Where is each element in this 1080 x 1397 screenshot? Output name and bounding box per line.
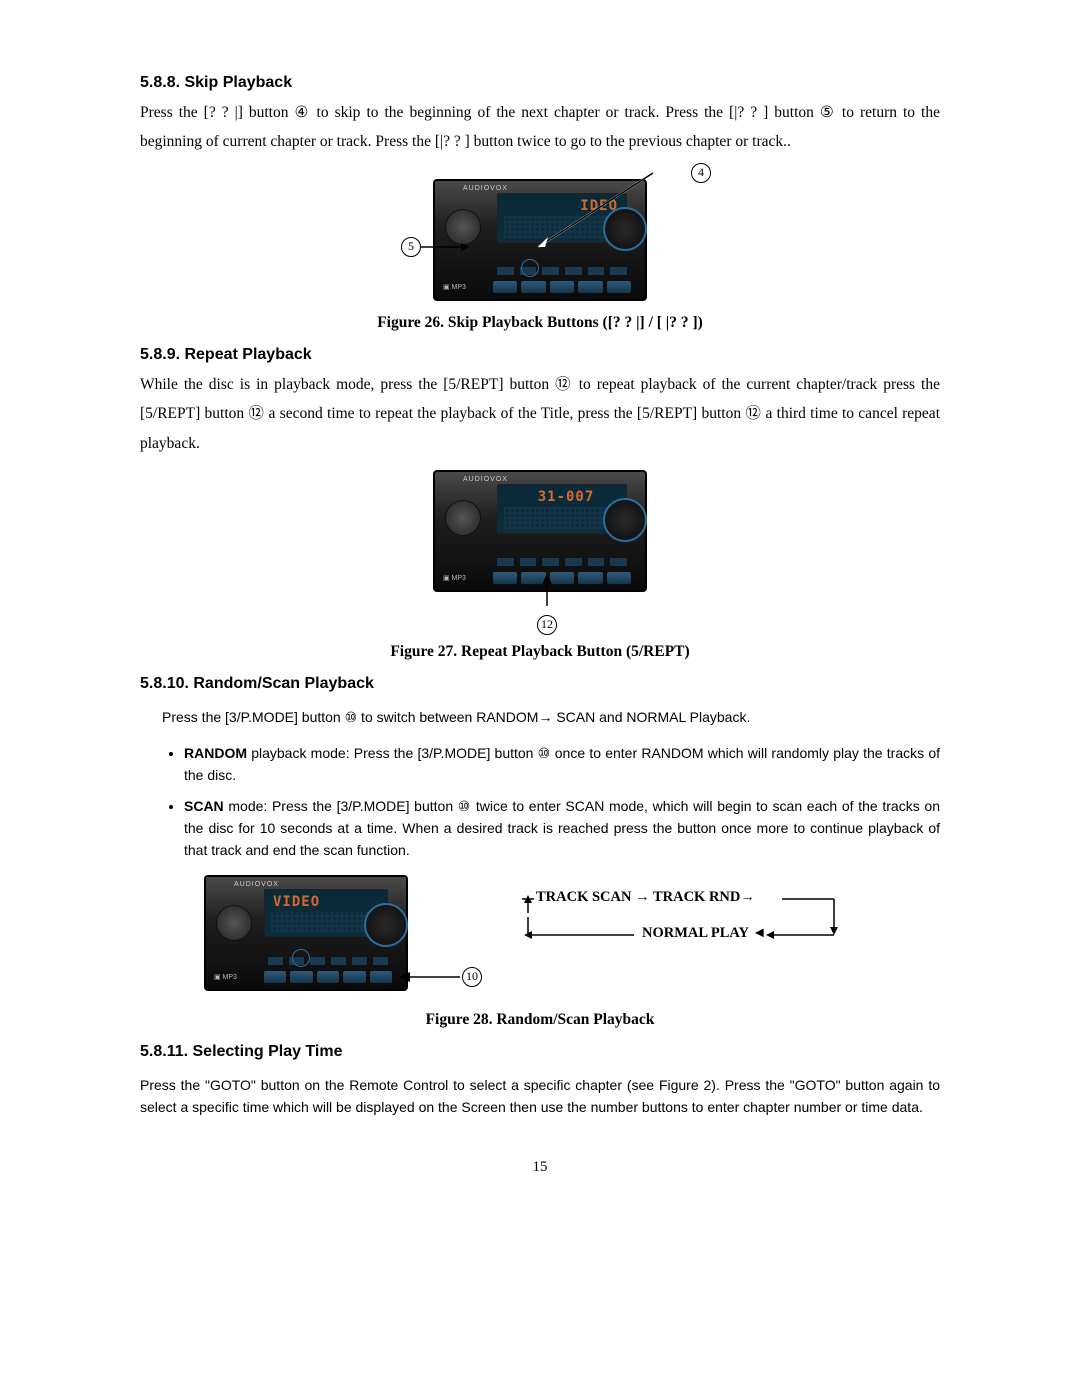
skip-annotation — [373, 165, 707, 306]
heading-random: 5.8.10. Random/Scan Playback — [140, 675, 940, 693]
callout-5: 5 — [401, 237, 421, 257]
random-bullets: RANDOM playback mode: Press the [3/P.MOD… — [140, 743, 940, 861]
bullet-scan: SCAN mode: Press the [3/P.MODE] button ⑩… — [184, 796, 940, 861]
text-repeat: While the disc is in playback mode, pres… — [140, 370, 940, 458]
caption-26: Figure 26. Skip Playback Buttons ([? ? |… — [140, 314, 940, 332]
text-skip: Press the [? ? |] button ④ to skip to th… — [140, 98, 940, 157]
flow-diagram: TRACK SCAN → TRACK RND→ NORMAL PLAY ◄ — [522, 889, 862, 974]
figure-27: AUDIOVOX 31-007 ▣ MP3 12 — [140, 466, 940, 635]
heading-playtime: 5.8.11. Selecting Play Time — [140, 1043, 940, 1061]
figure-26: AUDIOVOX IDEO ▣ MP3 4 5 — [140, 165, 940, 306]
flow-line2: NORMAL PLAY ◄ — [642, 925, 766, 942]
page-number: 15 — [140, 1159, 940, 1176]
text-playtime: Press the "GOTO" button on the Remote Co… — [140, 1075, 940, 1118]
caption-28: Figure 28. Random/Scan Playback — [140, 1011, 940, 1029]
heading-repeat: 5.8.9. Repeat Playback — [140, 346, 940, 364]
text-random-intro: Press the [3/P.MODE] button ⑩ to switch … — [162, 707, 940, 729]
bullet-random: RANDOM playback mode: Press the [3/P.MOD… — [184, 743, 940, 786]
flow-line1: TRACK SCAN → TRACK RND→ — [536, 889, 755, 906]
heading-skip: 5.8.8. Skip Playback — [140, 74, 940, 92]
caption-27: Figure 27. Repeat Playback Button (5/REP… — [140, 643, 940, 661]
callout-4: 4 — [691, 163, 711, 183]
figure-28: AUDIOVOX VIDEO ▣ MP3 10 — [204, 871, 940, 1003]
repeat-annotation — [413, 466, 667, 635]
